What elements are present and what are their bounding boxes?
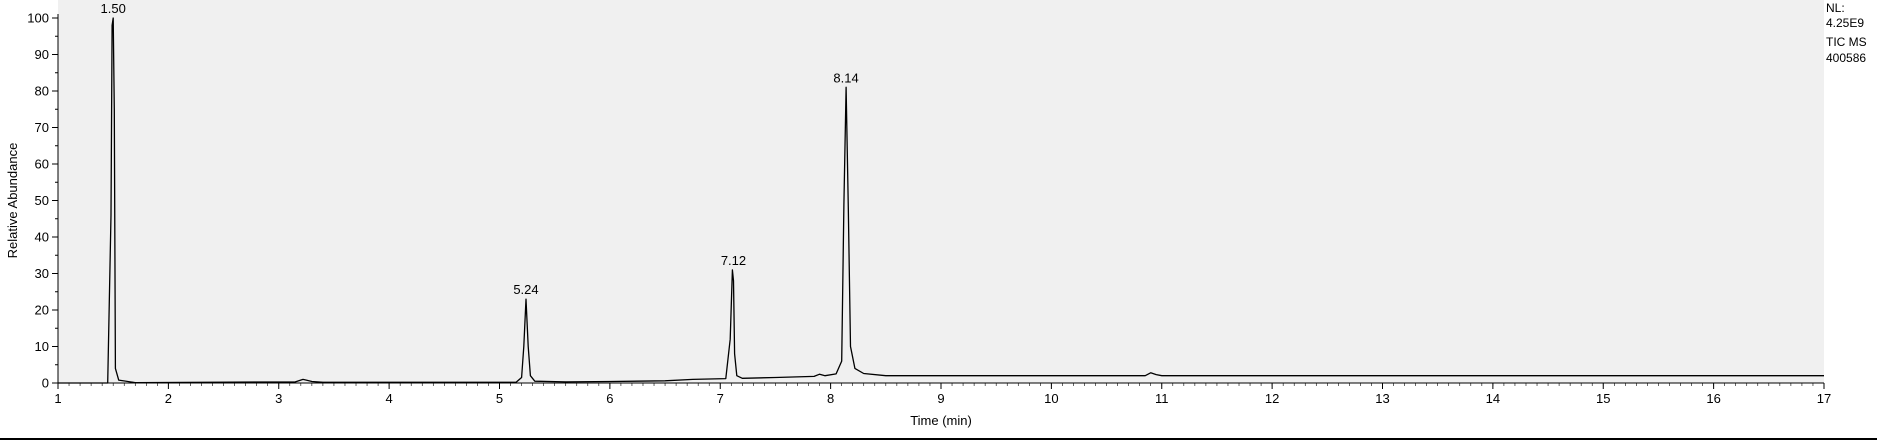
- peak-labels: 1.50 5.24 7.12 8.14: [101, 1, 859, 297]
- tic-trace-line: [58, 17, 1824, 384]
- info-sample-id: 400586: [1826, 51, 1867, 65]
- y-tick-label: 10: [35, 339, 49, 354]
- x-axis-ticks: 1 2 3 4 5 6 7 8 9 10 11 12 13 14 15 16 17: [54, 383, 1831, 406]
- x-tick-label: 8: [827, 391, 834, 406]
- x-tick-label: 13: [1375, 391, 1389, 406]
- x-tick-label: 17: [1817, 391, 1831, 406]
- y-axis-title: Relative Abundance: [5, 143, 20, 259]
- plot-area: [58, 0, 1824, 383]
- y-tick-label: 60: [35, 157, 49, 172]
- x-tick-label: 11: [1155, 391, 1169, 406]
- x-tick-label: 14: [1486, 391, 1500, 406]
- x-tick-label: 9: [937, 391, 944, 406]
- y-axis-ticks: 0 10 20 30 40 50 60 70 80 90 100: [27, 11, 58, 391]
- x-tick-label: 12: [1265, 391, 1279, 406]
- y-tick-label: 80: [35, 84, 49, 99]
- x-tick-label: 4: [386, 391, 393, 406]
- y-tick-label: 40: [35, 230, 49, 245]
- peak-label: 8.14: [833, 70, 858, 85]
- y-tick-label: 30: [35, 266, 49, 281]
- info-nl-label: NL:: [1826, 1, 1845, 15]
- y-tick-label: 50: [35, 193, 49, 208]
- x-tick-label: 5: [496, 391, 503, 406]
- x-tick-label: 15: [1596, 391, 1610, 406]
- x-tick-label: 10: [1044, 391, 1058, 406]
- x-tick-label: 2: [165, 391, 172, 406]
- x-tick-label: 3: [275, 391, 282, 406]
- y-tick-label: 90: [35, 47, 49, 62]
- peak-label: 7.12: [721, 253, 746, 268]
- x-axis-title: Time (min): [910, 413, 972, 428]
- info-nl-value: 4.25E9: [1826, 16, 1865, 30]
- x-tick-label: 16: [1706, 391, 1720, 406]
- peak-label: 1.50: [101, 1, 126, 16]
- x-tick-label: 1: [54, 391, 61, 406]
- y-tick-label: 20: [35, 303, 49, 318]
- info-scan-type: TIC MS: [1826, 35, 1867, 49]
- x-tick-label: 7: [717, 391, 724, 406]
- peak-label: 5.24: [513, 282, 538, 297]
- y-tick-label: 0: [42, 376, 49, 391]
- y-tick-label: 70: [35, 120, 49, 135]
- x-tick-label: 6: [606, 391, 613, 406]
- y-tick-label: 100: [27, 11, 49, 26]
